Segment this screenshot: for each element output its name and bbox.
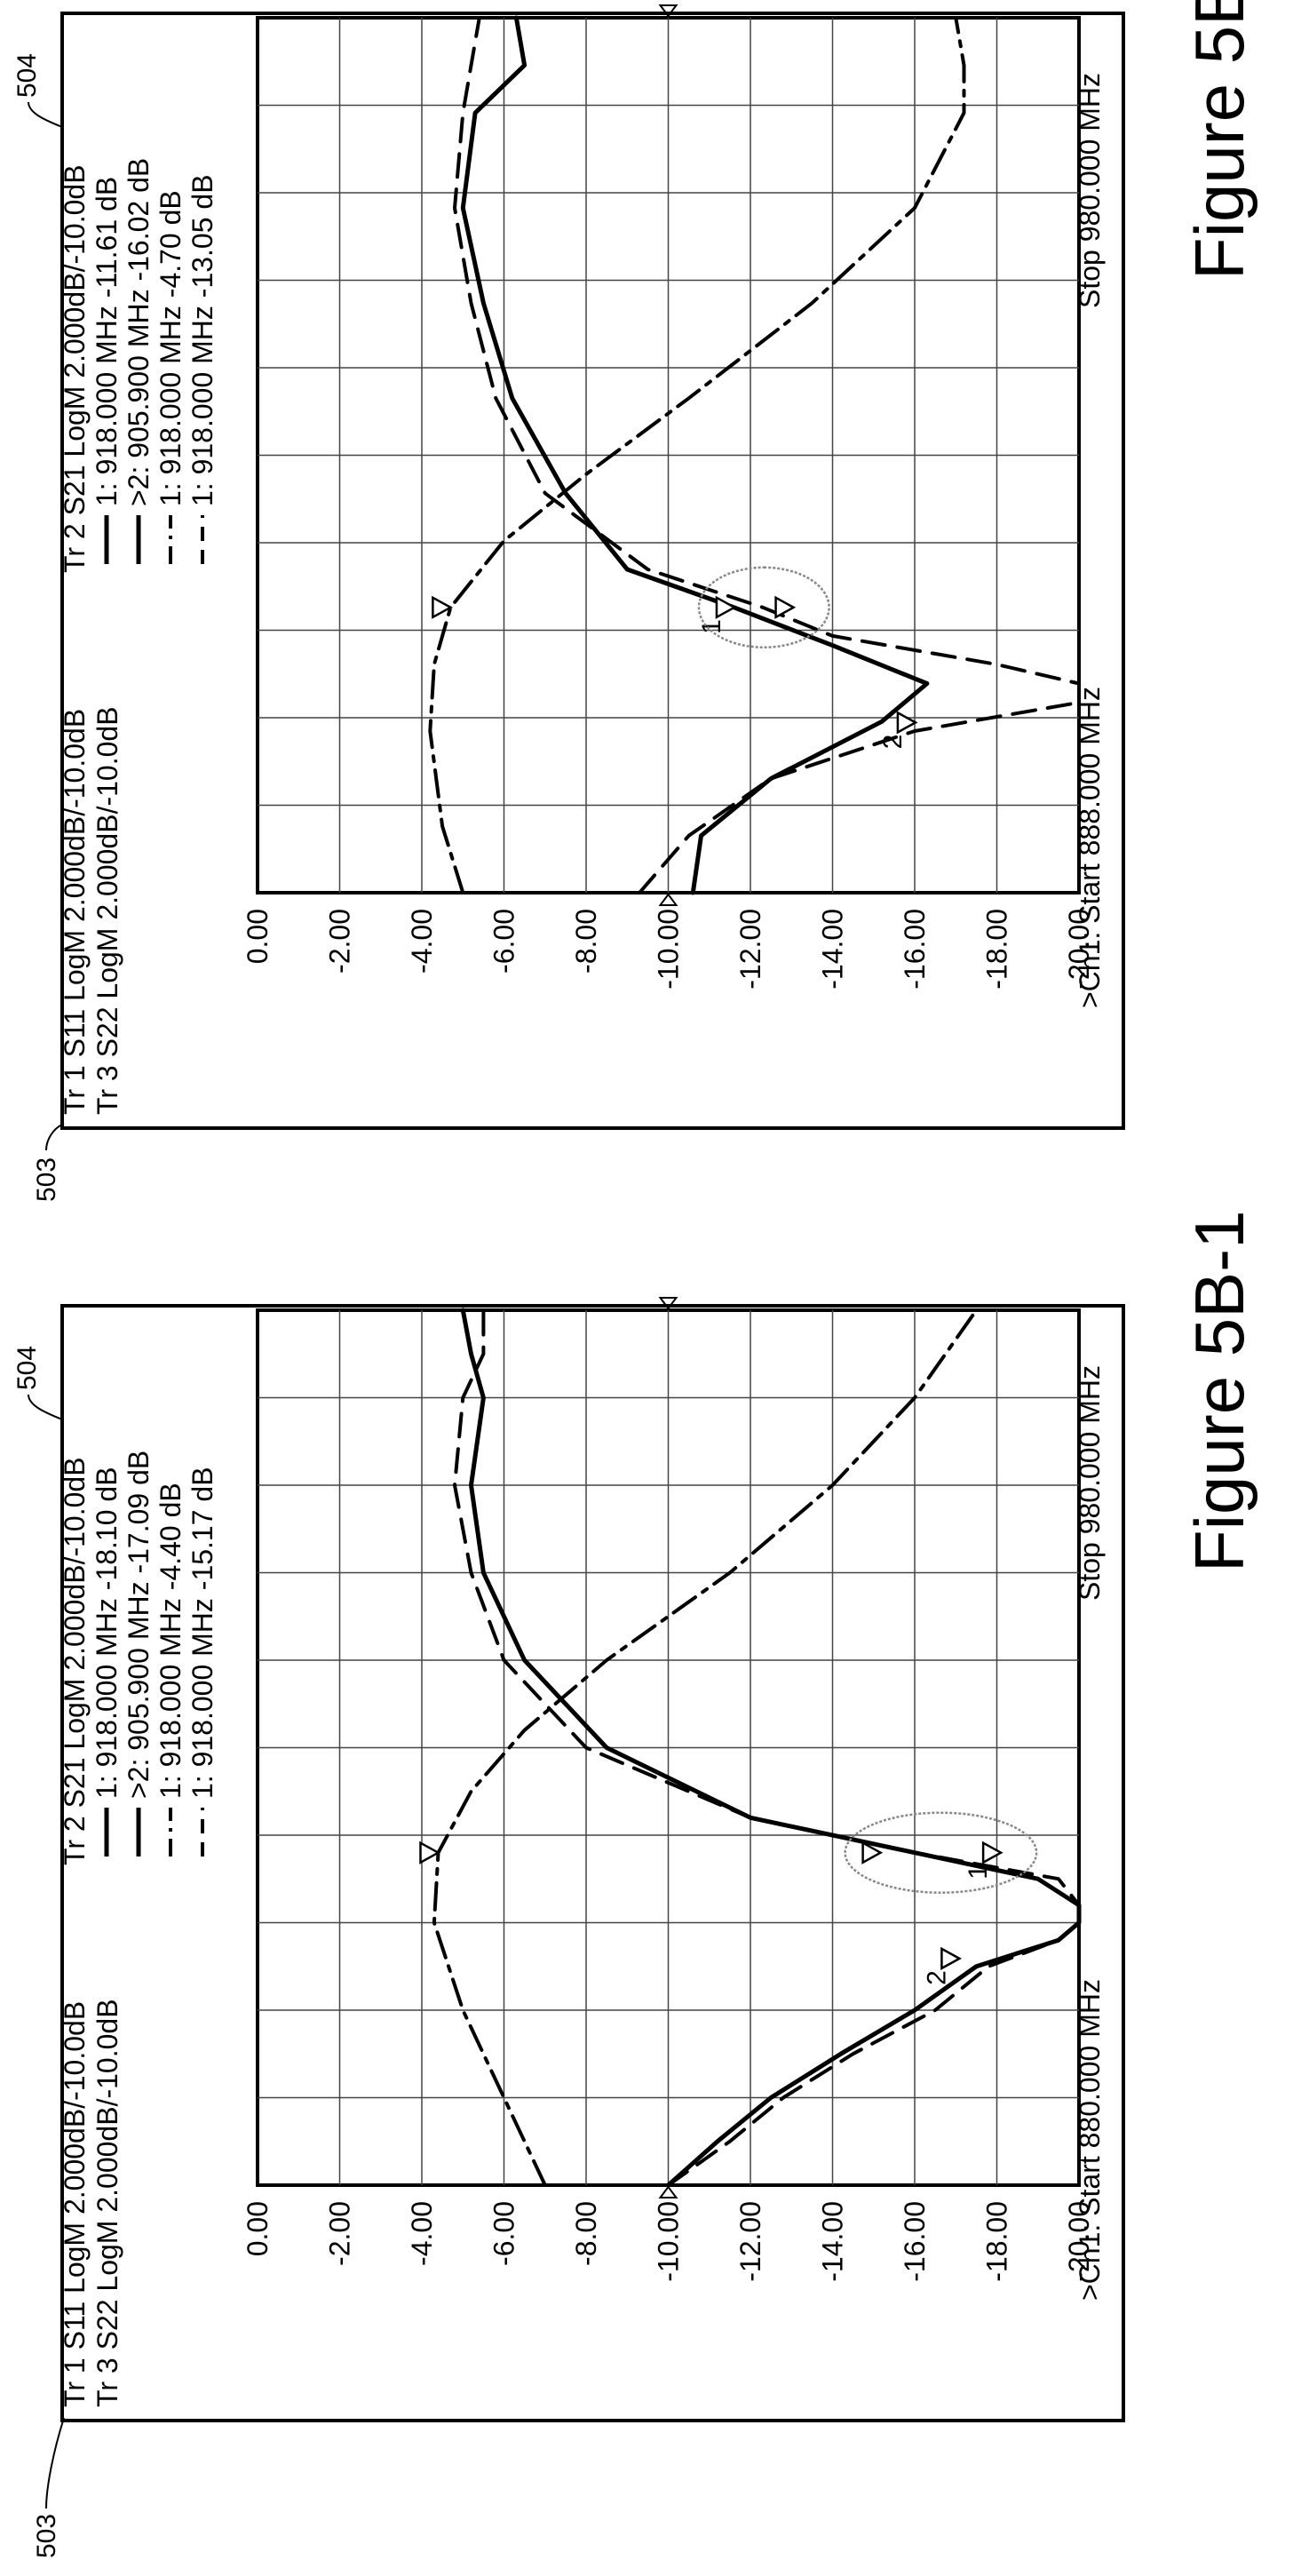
y-tick-label: -8.00 xyxy=(570,909,602,974)
instrument-frame xyxy=(60,1304,1125,2422)
legend-tr3: Tr 3 S22 LogM 2.000dB/-10.0dB xyxy=(91,706,123,1115)
y-tick-label: -16.00 xyxy=(899,909,931,990)
y-tick-label: -10.00 xyxy=(653,2201,685,2282)
stop-frequency-label: Stop 980.000 MHz xyxy=(1074,73,1106,308)
marker-1-s22 xyxy=(861,1841,884,1864)
y-tick-label: -2.00 xyxy=(324,2201,356,2266)
y-tick-label: -12.00 xyxy=(734,909,766,990)
marker-1-s22 xyxy=(774,595,797,619)
marker-readout-s11-2: >2: 905.900 MHz -16.02 dB xyxy=(123,158,155,506)
y-tick-label: -10.00 xyxy=(653,909,685,990)
start-frequency-label: >Ch1: Start 888.000 MHz xyxy=(1074,687,1106,1008)
highlight-ellipse xyxy=(844,1811,1038,1894)
y-tick-label: -18.00 xyxy=(981,909,1013,990)
reference-level-indicator-left xyxy=(658,2185,678,2198)
figure-5b-2: 0.00 -2.00 -4.00 -6.00 -8.00 -10.00 -12.00 -14.… xyxy=(12,0,1258,1202)
marker-1-s11 xyxy=(981,1841,1004,1864)
legend-tr2: Tr 2 S21 LogM 2.000dB/-10.0dB xyxy=(59,1457,91,1865)
legend-sample-solid xyxy=(104,1808,141,1856)
marker-label-1: 1 xyxy=(697,619,726,634)
plot-area: 0.00 -2.00 -4.00 -6.00 -8.00 -10.00 -12.00 -14.… xyxy=(242,1297,1095,2282)
legend-tr1: Tr 1 S11 LogM 2.000dB/-10.0dB xyxy=(59,2001,91,2407)
marker-readout-s21-1: 1: 918.000 MHz -4.40 dB xyxy=(155,1483,186,1799)
marker-readout-s22-1: 1: 918.000 MHz -13.05 dB xyxy=(186,174,218,506)
highlight-ellipse xyxy=(697,566,830,649)
y-tick-label: -14.00 xyxy=(817,2201,849,2282)
y-tick-label: 0.00 xyxy=(242,2201,274,2256)
y-tick-label: -4.00 xyxy=(406,909,438,974)
trace-s11 xyxy=(460,15,930,895)
reference-numeral-503: 503 xyxy=(32,1157,61,1202)
marker-readout-s11-1: 1: 918.000 MHz -18.10 dB xyxy=(91,1467,123,1799)
y-tick-label: -6.00 xyxy=(488,2201,520,2266)
y-tick-label: -6.00 xyxy=(488,909,520,974)
marker-readout-s22-1: 1: 918.000 MHz -15.17 dB xyxy=(186,1467,218,1799)
leader-line-503 xyxy=(45,1123,65,1151)
leader-line-503 xyxy=(45,2417,65,2509)
plot-area: 0.00 -2.00 -4.00 -6.00 -8.00 -10.00 -12.00 -14.… xyxy=(242,4,1095,990)
marker-2-s11 xyxy=(896,711,918,735)
marker-readout-s11-2: >2: 905.900 MHz -17.09 dB xyxy=(123,1451,155,1799)
marker-label-2: 2 xyxy=(922,1970,951,1985)
y-tick-label: -20.00 xyxy=(1063,2201,1095,2282)
legend-tr2: Tr 2 S21 LogM 2.000dB/-10.0dB xyxy=(59,164,91,573)
marker-1-s21 xyxy=(432,595,453,619)
marker-label-2: 2 xyxy=(878,735,908,750)
reference-numeral-503: 503 xyxy=(32,2514,61,2558)
y-tick-label: -2.00 xyxy=(324,909,356,974)
y-tick-label: -18.00 xyxy=(981,2201,1013,2282)
legend-tr1: Tr 1 S11 LogM 2.000dB/-10.0dB xyxy=(59,709,91,1115)
reference-numeral-504: 504 xyxy=(12,1346,42,1390)
trace-s11 xyxy=(460,1308,1082,2188)
figure-5b-1: 0.00 -2.00 -4.00 -6.00 -8.00 -10.00 -12.00 -14.… xyxy=(12,1210,1258,2558)
y-tick-label: 0.00 xyxy=(242,909,274,964)
marker-readout-s11-1: 1: 918.000 MHz -11.61 dB xyxy=(91,177,123,506)
trace-s21 xyxy=(428,16,966,894)
y-tick-label: -16.00 xyxy=(899,2201,931,2282)
leader-line-504 xyxy=(28,101,63,128)
marker-2-s11 xyxy=(940,1946,963,1970)
stop-frequency-label: Stop 980.000 MHz xyxy=(1074,1365,1106,1601)
y-tick-label: -14.00 xyxy=(817,909,849,990)
legend-tr3: Tr 3 S22 LogM 2.000dB/-10.0dB xyxy=(91,1999,123,2407)
trace-s22 xyxy=(453,1308,1081,2187)
trace-s21 xyxy=(432,1308,979,2187)
leader-line-504 xyxy=(28,1394,63,1420)
figure-caption: Figure 5B-2 xyxy=(1180,0,1258,280)
y-tick-label: -8.00 xyxy=(570,2201,602,2266)
figure-caption: Figure 5B-1 xyxy=(1180,1210,1258,1572)
y-tick-label: -20.00 xyxy=(1063,909,1095,990)
marker-readout-s21-1: 1: 918.000 MHz -4.70 dB xyxy=(155,190,186,506)
reference-numeral-504: 504 xyxy=(12,53,42,98)
y-tick-label: -12.00 xyxy=(734,2201,766,2282)
marker-1-s21 xyxy=(419,1841,441,1864)
start-frequency-label: >Ch1: Start 880.000 MHz xyxy=(1074,1979,1106,2301)
y-tick-label: -4.00 xyxy=(406,2201,438,2266)
reference-level-indicator-right xyxy=(658,1297,678,1310)
marker-label-1: 1 xyxy=(964,1864,993,1880)
reference-level-indicator-right xyxy=(658,4,678,18)
trace-s22 xyxy=(453,16,1081,894)
reference-level-indicator-left xyxy=(658,893,678,906)
marker-1-s11 xyxy=(715,595,737,619)
instrument-frame xyxy=(60,12,1125,1130)
legend-sample-solid xyxy=(104,515,141,564)
